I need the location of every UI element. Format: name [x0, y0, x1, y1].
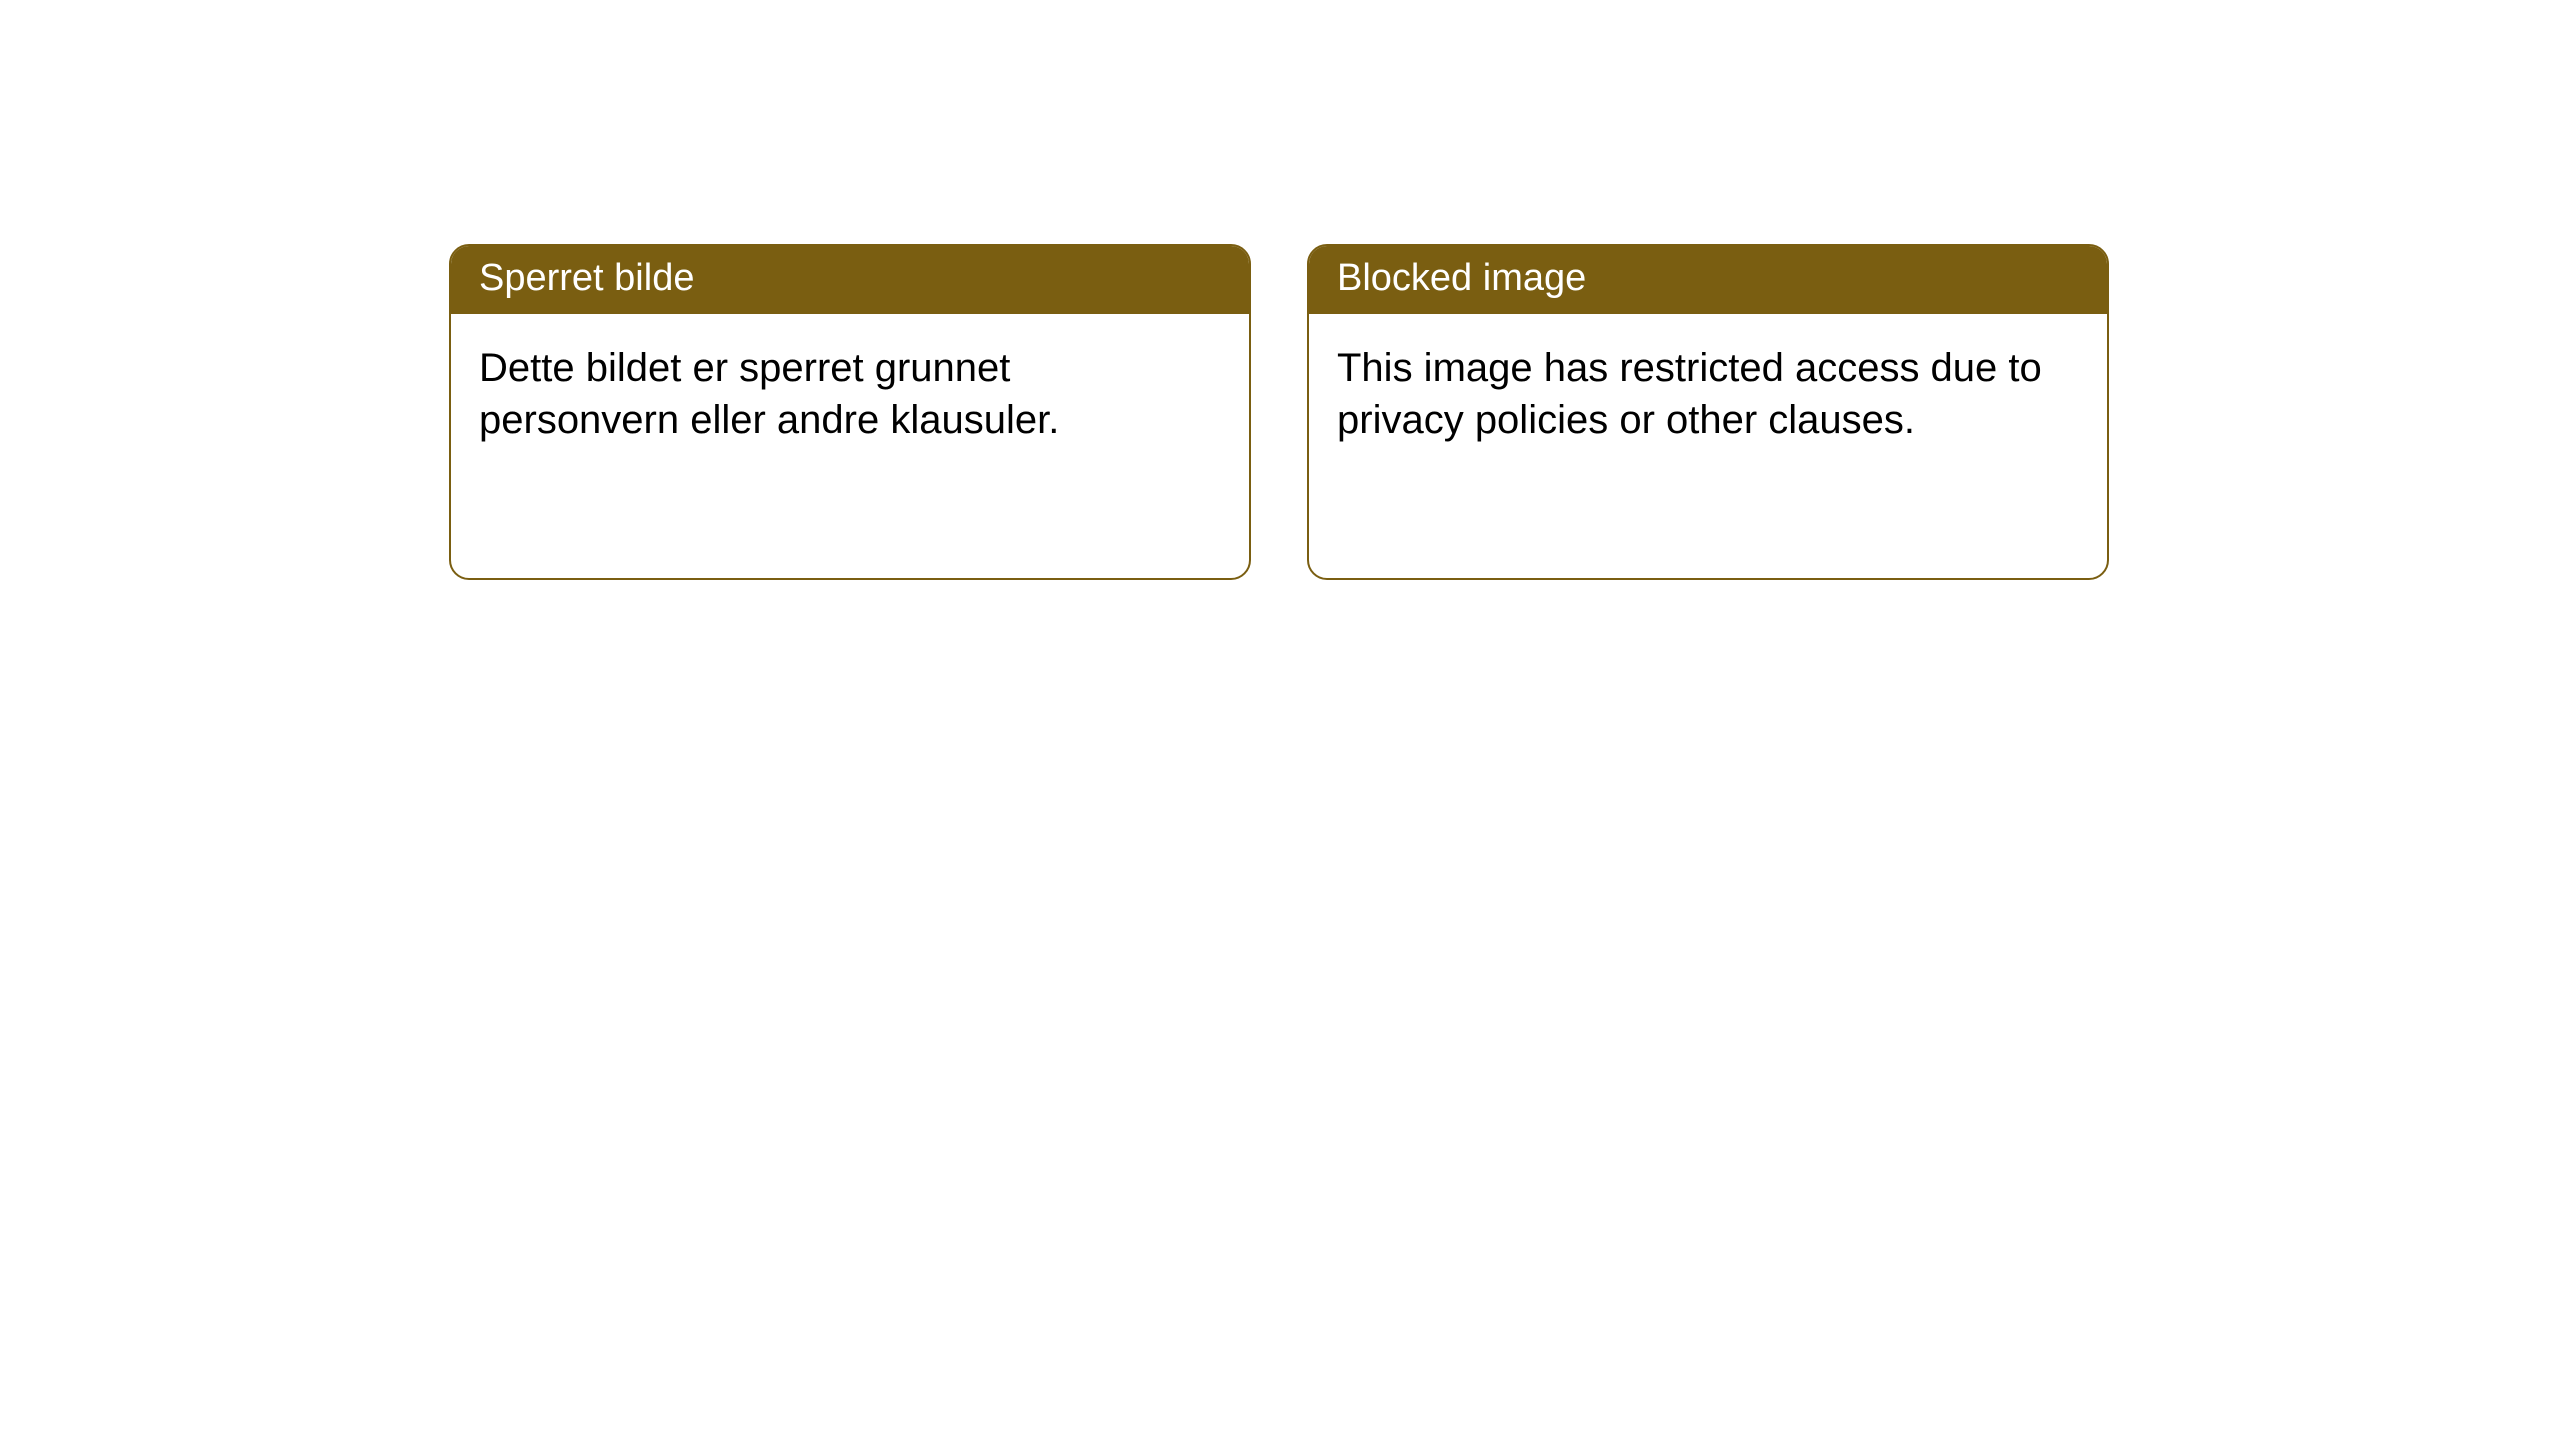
- notice-header-en: Blocked image: [1309, 246, 2107, 314]
- notice-body-en: This image has restricted access due to …: [1309, 314, 2107, 474]
- notice-body-no: Dette bildet er sperret grunnet personve…: [451, 314, 1249, 474]
- notice-title-no: Sperret bilde: [479, 257, 694, 299]
- notice-text-en: This image has restricted access due to …: [1337, 346, 2042, 442]
- notice-header-no: Sperret bilde: [451, 246, 1249, 314]
- notice-container: Sperret bilde Dette bildet er sperret gr…: [449, 244, 2109, 580]
- notice-card-en: Blocked image This image has restricted …: [1307, 244, 2109, 580]
- notice-title-en: Blocked image: [1337, 257, 1586, 299]
- notice-card-no: Sperret bilde Dette bildet er sperret gr…: [449, 244, 1251, 580]
- notice-text-no: Dette bildet er sperret grunnet personve…: [479, 346, 1059, 442]
